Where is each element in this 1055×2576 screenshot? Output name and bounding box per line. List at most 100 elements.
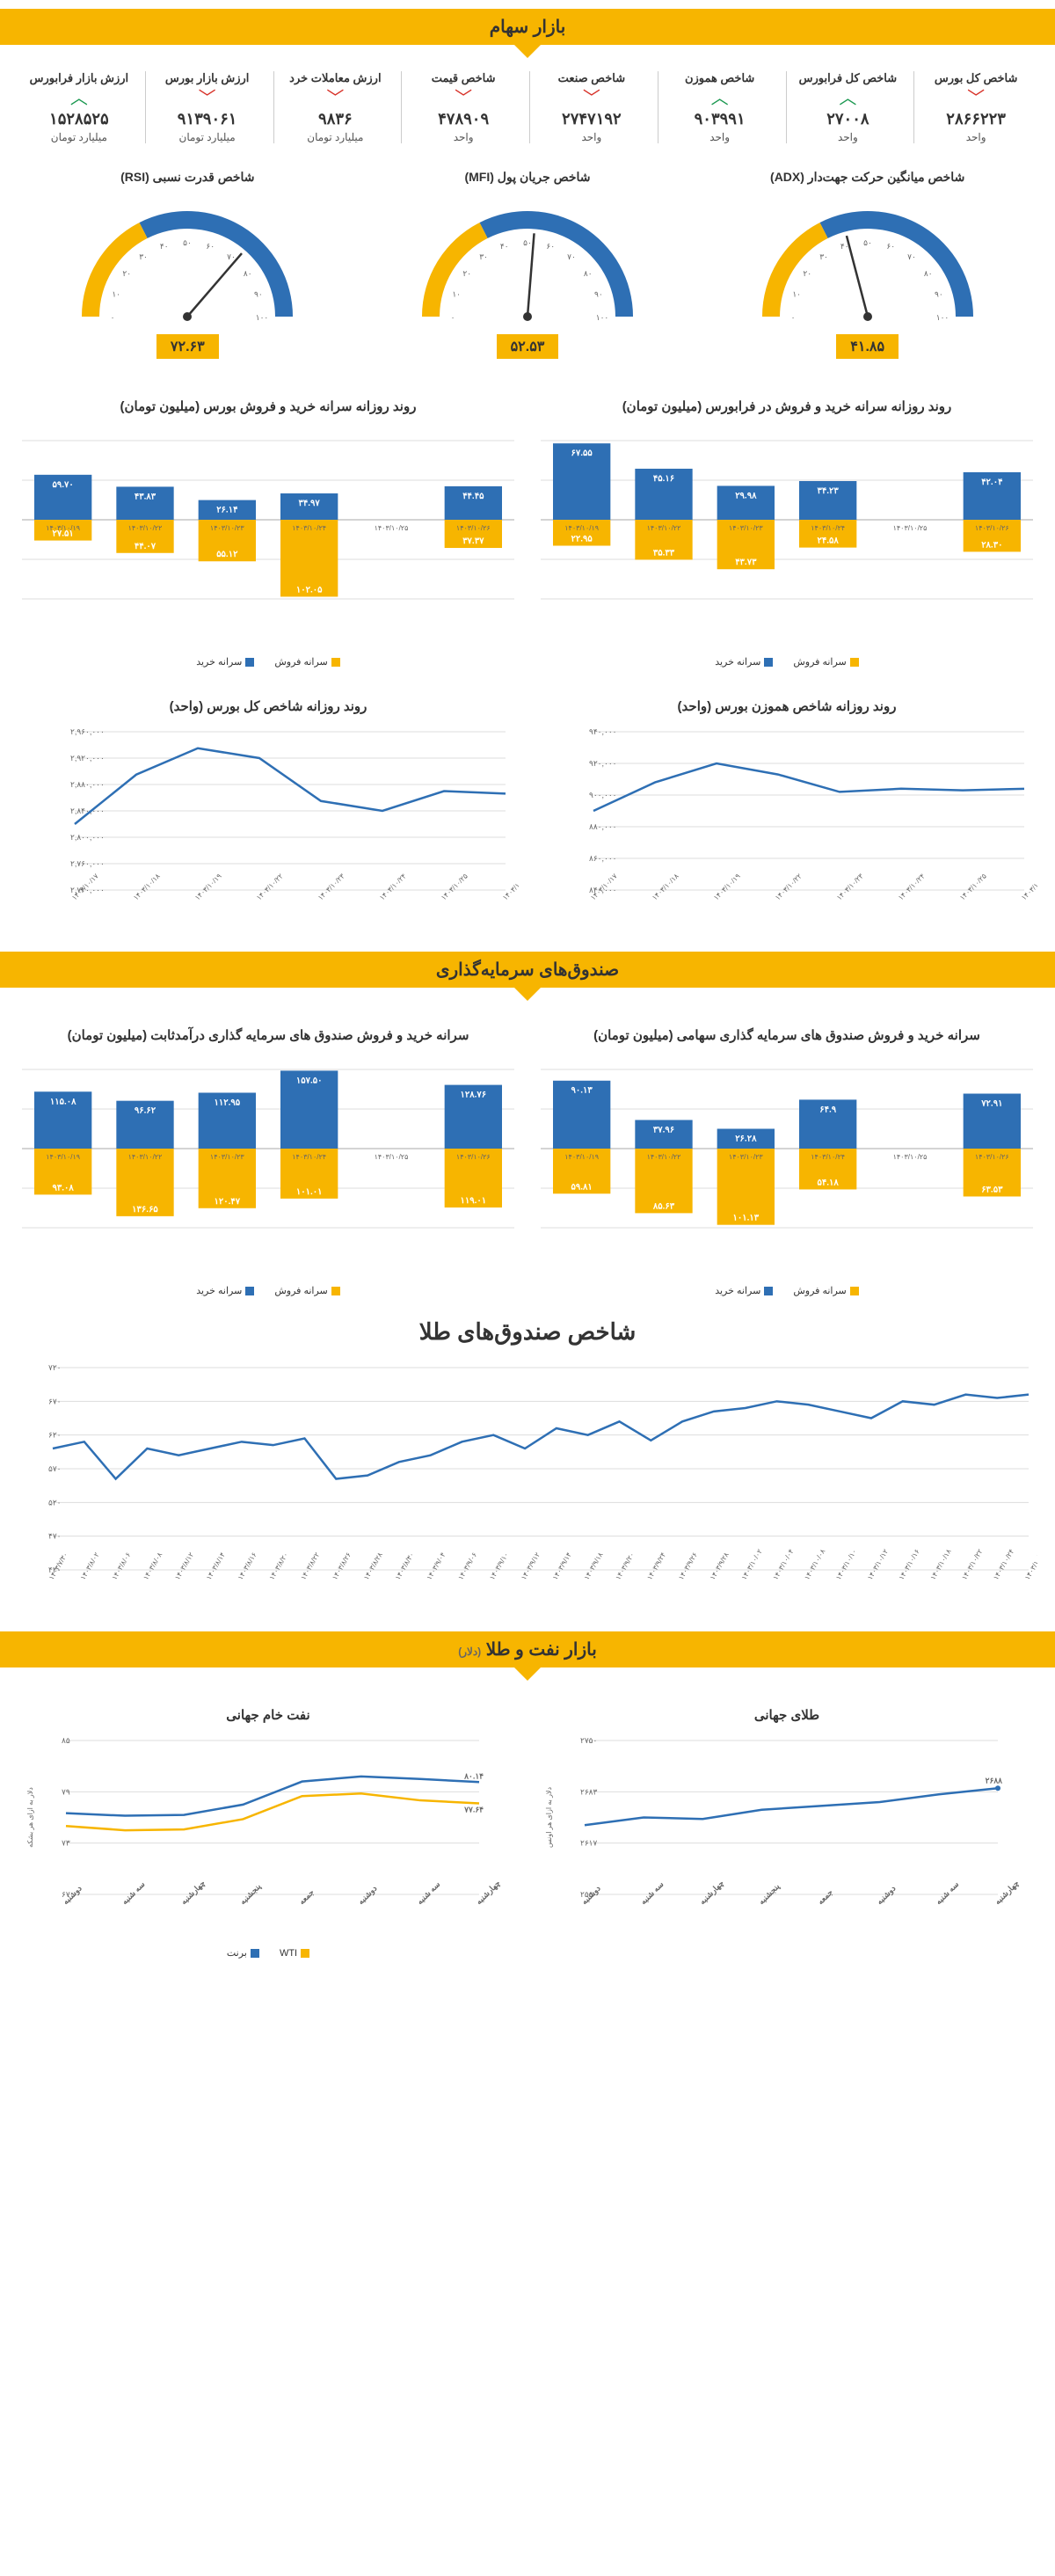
svg-text:۹۰.۱۳: ۹۰.۱۳ <box>571 1086 593 1096</box>
metric-unit: واحد <box>921 131 1030 143</box>
trend-arrow-icon: ︿ <box>25 92 134 105</box>
svg-text:۲۰: ۲۰ <box>123 269 132 278</box>
svg-text:۲۴.۵۸: ۲۴.۵۸ <box>818 536 840 546</box>
svg-text:۱۰۱.۱۳: ۱۰۱.۱۳ <box>733 1214 760 1223</box>
svg-text:۲۶۱۷: ۲۶۱۷ <box>580 1839 598 1848</box>
svg-text:۵۹.۸۱: ۵۹.۸۱ <box>571 1182 593 1192</box>
metric-card: ارزش معاملات خرد ﹀ ۹۸۳۶ میلیارد تومان <box>273 71 397 143</box>
metric-label: ارزش بازار بورس <box>153 71 262 85</box>
svg-text:۱۴۰۳/۹/۱۲: ۱۴۰۳/۹/۱۲ <box>520 1551 542 1581</box>
svg-text:۴۷۰: ۴۷۰ <box>48 1532 62 1541</box>
svg-text:۱۴۰۳/۱۰/۱۹: ۱۴۰۳/۱۰/۱۹ <box>564 524 599 532</box>
line-charts-row-1: روند روزانه شاخص هموزن بورس (واحد) ۸۴۰,۰… <box>0 685 1055 934</box>
svg-text:۱۴۰۳/۹/۰۴: ۱۴۰۳/۹/۰۴ <box>426 1551 447 1581</box>
bar-charts-row-1: روند روزانه سرانه خرید و فروش در فرابورس… <box>0 385 1055 668</box>
svg-text:۹۲۰,۰۰۰: ۹۲۰,۰۰۰ <box>589 759 617 768</box>
svg-text:۳۰: ۳۰ <box>479 252 488 261</box>
svg-text:۱۱۵.۰۸: ۱۱۵.۰۸ <box>50 1097 76 1106</box>
svg-text:۷۳: ۷۳ <box>62 1839 70 1848</box>
gauge: شاخص قدرت نسبی (RSI) ۰۱۰۲۰۳۰۴۰۵۰۶۰۷۰۸۰۹۰… <box>18 170 358 359</box>
line-chart-total: ۲,۷۲۰,۰۰۰۲,۷۶۰,۰۰۰۲,۸۰۰,۰۰۰۲,۸۴۰,۰۰۰۲,۸۸… <box>18 723 519 934</box>
svg-text:۱۴۰۳/۹/۱۰: ۱۴۰۳/۹/۱۰ <box>488 1551 510 1581</box>
svg-text:۷۷.۶۴: ۷۷.۶۴ <box>463 1806 484 1814</box>
svg-text:۷۰: ۷۰ <box>567 252 576 261</box>
svg-text:۱۴۰۳/۱۰/۲۲: ۱۴۰۳/۱۰/۲۲ <box>960 1548 984 1581</box>
svg-text:۹۰: ۹۰ <box>594 290 603 299</box>
svg-text:۸۰: ۸۰ <box>584 269 593 278</box>
legend: سرانه فروش سرانه خرید <box>536 656 1037 668</box>
svg-text:۹۳.۰۸: ۹۳.۰۸ <box>53 1183 75 1193</box>
metric-unit: واحد <box>409 131 518 143</box>
line-chart-equal: ۸۴۰,۰۰۰۸۶۰,۰۰۰۸۸۰,۰۰۰۹۰۰,۰۰۰۹۲۰,۰۰۰۹۴۰,۰… <box>536 723 1037 934</box>
svg-text:۱۴۰۳/۱۰/۲۲: ۱۴۰۳/۱۰/۲۲ <box>647 524 681 532</box>
legend: WTI برنت <box>18 1947 519 1959</box>
svg-text:۱۴۰۳/۱۰/۱۰: ۱۴۰۳/۱۰/۱۰ <box>834 1548 858 1581</box>
svg-text:۱۴۰۳/۱۰/۲۳: ۱۴۰۳/۱۰/۲۳ <box>729 524 764 532</box>
svg-text:۱۴۰۳/۸/۰۲: ۱۴۰۳/۸/۰۲ <box>79 1551 101 1581</box>
svg-text:۷۲۰: ۷۲۰ <box>48 1363 62 1372</box>
svg-text:۱۴۰۳/۱۰/۱۹: ۱۴۰۳/۱۰/۱۹ <box>46 524 80 532</box>
metric-card: شاخص قیمت ﹀ ۴۷۸۹۰۹ واحد <box>401 71 525 143</box>
svg-text:۸۵.۶۳: ۸۵.۶۳ <box>652 1201 675 1211</box>
gold-index-chart: ۴۲۰۴۷۰۵۲۰۵۷۰۶۲۰۶۷۰۷۲۰۱۴۰۳/۷/۳۰۱۴۰۳/۸/۰۲۱… <box>0 1359 1055 1623</box>
svg-text:۱۴۰۳/۸/۱۴: ۱۴۰۳/۸/۱۴ <box>205 1551 227 1581</box>
metric-value: ۲۸۶۶۲۲۳ <box>921 110 1030 128</box>
svg-text:۱۴۰۳/۱۰/۲۶: ۱۴۰۳/۱۰/۲۶ <box>975 524 1009 532</box>
svg-text:۱۴۰۳/۱۰/۲۲: ۱۴۰۳/۱۰/۲۲ <box>774 872 804 902</box>
trend-arrow-icon: ︿ <box>794 92 903 105</box>
metric-card: شاخص کل فرابورس ︿ ۲۷۰۰۸ واحد <box>786 71 910 143</box>
metric-label: شاخص قیمت <box>409 71 518 85</box>
svg-text:۳۰: ۳۰ <box>140 252 149 261</box>
svg-text:۱۴۰۳/۱۰/۲۵: ۱۴۰۳/۱۰/۲۵ <box>375 524 409 532</box>
svg-text:سه شنبه: سه شنبه <box>415 1879 441 1906</box>
svg-text:۴۴.۰۷: ۴۴.۰۷ <box>135 542 156 551</box>
svg-text:۲,۸۸۰,۰۰۰: ۲,۸۸۰,۰۰۰ <box>70 780 105 789</box>
gauge-title: شاخص جریان پول (MFI) <box>358 170 698 185</box>
svg-text:۶۷.۵۵: ۶۷.۵۵ <box>571 449 593 458</box>
svg-text:چهارشنبه: چهارشنبه <box>474 1879 503 1908</box>
svg-text:۱۴۰۳/۱۰/۱۹: ۱۴۰۳/۱۰/۱۹ <box>193 872 223 902</box>
trend-arrow-icon: ﹀ <box>409 92 518 105</box>
metric-card: شاخص صنعت ﹀ ۲۷۴۷۱۹۲ واحد <box>529 71 653 143</box>
svg-text:۴۴.۴۵: ۴۴.۴۵ <box>462 492 484 501</box>
svg-text:۷۰: ۷۰ <box>907 252 916 261</box>
svg-text:۸۰: ۸۰ <box>244 269 252 278</box>
svg-text:۹۶.۶۲: ۹۶.۶۲ <box>135 1106 156 1116</box>
svg-text:۲۰: ۲۰ <box>803 269 811 278</box>
metric-value: ۹۱۳۹۰۶۱ <box>153 110 262 128</box>
svg-text:۲۰: ۲۰ <box>462 269 471 278</box>
svg-text:۱۴۰۳/۹/۰۶: ۱۴۰۳/۹/۰۶ <box>456 1551 478 1581</box>
svg-text:۱۲۰.۴۷: ۱۲۰.۴۷ <box>215 1197 241 1207</box>
svg-text:۴۳.۸۳: ۴۳.۸۳ <box>135 492 156 501</box>
gauges-row: شاخص میانگین حرکت جهت‌دار (ADX) ۰۱۰۲۰۳۰۴… <box>0 161 1055 385</box>
metric-unit: میلیارد تومان <box>153 131 262 143</box>
svg-text:۶۰: ۶۰ <box>207 242 215 251</box>
svg-text:۵۵.۱۲: ۵۵.۱۲ <box>216 550 238 559</box>
svg-text:۶۴.۹: ۶۴.۹ <box>819 1105 837 1114</box>
svg-text:۱۴۰۳/۸/۲۶: ۱۴۰۳/۸/۲۶ <box>331 1551 353 1581</box>
gauge-value: ۴۱.۸۵ <box>836 334 899 359</box>
svg-text:دوشنبه: دوشنبه <box>875 1884 898 1907</box>
svg-text:۵۰: ۵۰ <box>863 238 872 247</box>
svg-text:۸۶۰,۰۰۰: ۸۶۰,۰۰۰ <box>589 854 617 863</box>
trend-arrow-icon: ﹀ <box>921 92 1030 105</box>
svg-text:۲۹.۹۸: ۲۹.۹۸ <box>735 491 757 500</box>
svg-text:۳۴.۹۷: ۳۴.۹۷ <box>299 499 321 508</box>
section-sub: (دلار) <box>458 1646 481 1658</box>
chart-title: نفت خام جهانی <box>18 1707 519 1723</box>
metric-value: ۲۷۰۰۸ <box>794 110 903 128</box>
metric-value: ۹۸۳۶ <box>281 110 390 128</box>
svg-text:۱۴۰۳/۱۰/۲۳: ۱۴۰۳/۱۰/۲۳ <box>210 1153 245 1161</box>
svg-text:۴۰: ۴۰ <box>500 242 509 251</box>
metric-card: شاخص هموزن ︿ ۹۰۳۹۹۱ واحد <box>658 71 782 143</box>
svg-text:۱۴۰۳/۱۰/۲۴: ۱۴۰۳/۱۰/۲۴ <box>292 524 326 532</box>
svg-text:۴۰: ۴۰ <box>160 242 169 251</box>
svg-text:۲,۸۰۰,۰۰۰: ۲,۸۰۰,۰۰۰ <box>70 833 105 842</box>
legend: سرانه فروش سرانه خرید <box>18 1285 519 1296</box>
svg-text:۱۴۰۳/۱۰/۲۲: ۱۴۰۳/۱۰/۲۲ <box>128 1153 163 1161</box>
section-title: صندوق‌های سرمایه‌گذاری <box>436 960 619 980</box>
svg-text:۵۰: ۵۰ <box>183 238 192 247</box>
svg-text:۱۵۷.۵۰: ۱۵۷.۵۰ <box>296 1076 323 1085</box>
svg-text:۱۴۰۳/۱۰/۰۸: ۱۴۰۳/۱۰/۰۸ <box>803 1547 827 1581</box>
gauge-value: ۵۲.۵۳ <box>497 334 559 359</box>
